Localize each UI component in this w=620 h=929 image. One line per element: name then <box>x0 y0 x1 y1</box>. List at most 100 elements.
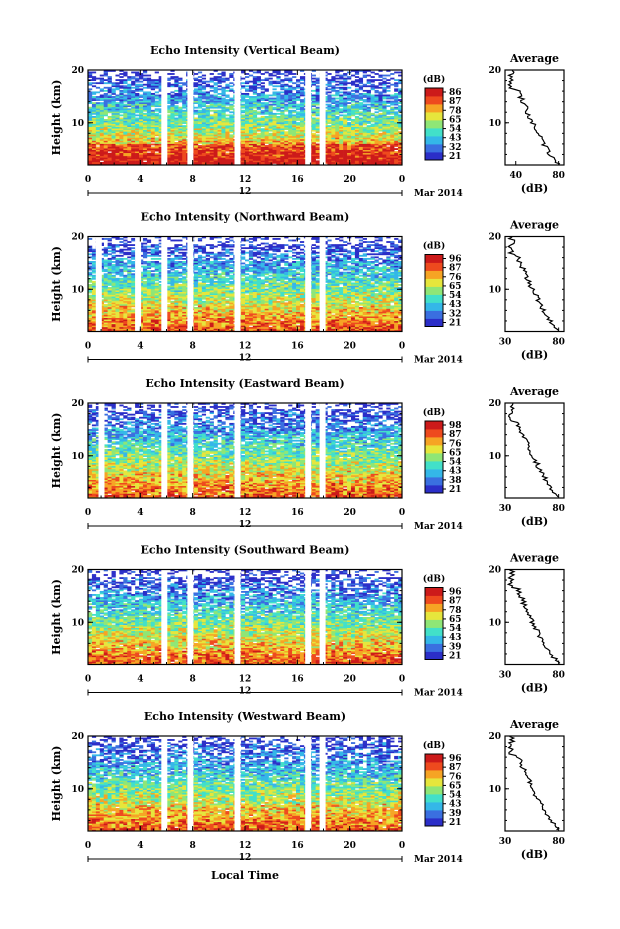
profile-line <box>508 237 558 330</box>
data-gap <box>305 403 311 498</box>
x-tick-label: 20 <box>343 175 356 185</box>
data-gap <box>320 570 326 665</box>
x-tick-label: 20 <box>343 841 356 851</box>
panel-0: Echo Intensity (Vertical Beam)Height (km… <box>50 44 565 199</box>
profile-y-tick-label: 10 <box>488 785 501 795</box>
x-tick-label: 8 <box>190 675 196 685</box>
panel-3: Echo Intensity (Southward Beam)Height (k… <box>50 544 565 699</box>
profile-y-tick-label: 20 <box>488 233 501 243</box>
date-center-label: 12 <box>239 520 252 530</box>
profile-y-tick-label: 10 <box>488 119 501 129</box>
profile-y-tick-label: 10 <box>488 452 501 462</box>
data-gap <box>235 237 241 332</box>
data-gap <box>235 736 241 831</box>
data-gap <box>187 736 193 831</box>
data-gap <box>135 237 141 332</box>
data-gap <box>235 70 241 165</box>
y-tick-label: 10 <box>71 285 84 295</box>
profile-x-label: (dB) <box>521 682 548 695</box>
panel-title: Echo Intensity (Vertical Beam) <box>150 44 340 57</box>
colorbar-swatch <box>425 271 443 279</box>
profile-x-label: (dB) <box>521 349 548 362</box>
x-tick-label: 16 <box>291 508 304 518</box>
y-axis-label: Height (km) <box>50 413 63 489</box>
profile-line <box>508 570 560 663</box>
data-gap <box>305 70 311 165</box>
x-tick-label: 8 <box>190 841 196 851</box>
y-tick-label: 10 <box>71 785 84 795</box>
x-tick-label: 20 <box>343 508 356 518</box>
profile-y-tick-label: 20 <box>488 732 501 742</box>
profile-frame <box>505 570 564 665</box>
colorbar-swatch <box>425 810 443 818</box>
profile-line <box>509 404 559 497</box>
colorbar-swatch <box>425 754 443 762</box>
profile-x-tick-label: 80 <box>552 671 565 681</box>
colorbar-swatch <box>425 604 443 612</box>
profile-frame <box>505 237 564 332</box>
data-gap <box>320 70 326 165</box>
y-tick-label: 20 <box>71 732 84 742</box>
profile-x-tick-label: 30 <box>499 837 512 847</box>
y-axis-label: Height (km) <box>50 746 63 822</box>
colorbar-label: (dB) <box>423 241 445 252</box>
colorbar-swatch <box>425 136 443 144</box>
data-gap <box>161 403 167 498</box>
data-gap <box>305 736 311 831</box>
y-tick-label: 10 <box>71 618 84 628</box>
profile-x-tick-label: 40 <box>509 171 522 181</box>
y-tick-label: 20 <box>71 566 84 576</box>
colorbar-swatch <box>425 128 443 136</box>
colorbar-tick-label: 21 <box>449 319 462 329</box>
y-tick-label: 10 <box>71 452 84 462</box>
colorbar-label: (dB) <box>423 407 445 418</box>
x-tick-label: 0 <box>85 508 91 518</box>
profile-x-tick-label: 80 <box>552 837 565 847</box>
x-tick-label: 12 <box>239 342 252 352</box>
panel-title: Echo Intensity (Westward Beam) <box>144 710 346 723</box>
profile-x-tick-label: 30 <box>499 671 512 681</box>
colorbar-swatch <box>425 786 443 794</box>
colorbar-swatch <box>425 794 443 802</box>
x-tick-label: 0 <box>85 841 91 851</box>
colorbar-tick-label: 21 <box>449 152 462 162</box>
data-gap <box>161 736 167 831</box>
profile-title: Average <box>509 219 559 232</box>
colorbar-swatch <box>425 152 443 160</box>
colorbar-swatch <box>425 453 443 461</box>
colorbar-swatch <box>425 652 443 660</box>
data-gap <box>161 570 167 665</box>
colorbar-swatch <box>425 429 443 437</box>
x-tick-label: 8 <box>190 508 196 518</box>
date-label: Mar 2014 <box>414 189 463 199</box>
profile-x-tick-label: 80 <box>552 171 565 181</box>
x-tick-label: 8 <box>190 342 196 352</box>
colorbar-swatch <box>425 762 443 770</box>
colorbar-swatch <box>425 295 443 303</box>
date-label: Mar 2014 <box>414 522 463 532</box>
profile-title: Average <box>509 385 559 398</box>
x-tick-label: 4 <box>137 841 143 851</box>
date-center-label: 12 <box>239 187 252 197</box>
profile-y-tick-label: 20 <box>488 566 501 576</box>
data-gap <box>235 403 241 498</box>
profile-frame <box>505 70 564 165</box>
x-tick-label: 0 <box>399 508 405 518</box>
panel-1: Echo Intensity (Northward Beam)Height (k… <box>50 211 565 366</box>
date-label: Mar 2014 <box>414 855 463 865</box>
colorbar-swatch <box>425 596 443 604</box>
x-tick-label: 16 <box>291 175 304 185</box>
x-tick-label: 0 <box>85 342 91 352</box>
data-gap <box>320 237 326 332</box>
x-tick-label: 4 <box>137 508 143 518</box>
colorbar-swatch <box>425 120 443 128</box>
profile-x-label: (dB) <box>521 182 548 195</box>
profile-x-label: (dB) <box>521 848 548 861</box>
colorbar-swatch <box>425 421 443 429</box>
colorbar-swatch <box>425 644 443 652</box>
profile-x-tick-label: 30 <box>499 338 512 348</box>
colorbar-swatch <box>425 469 443 477</box>
colorbar-swatch <box>425 311 443 319</box>
data-gap <box>99 403 105 498</box>
heatmap-cells <box>88 70 402 165</box>
